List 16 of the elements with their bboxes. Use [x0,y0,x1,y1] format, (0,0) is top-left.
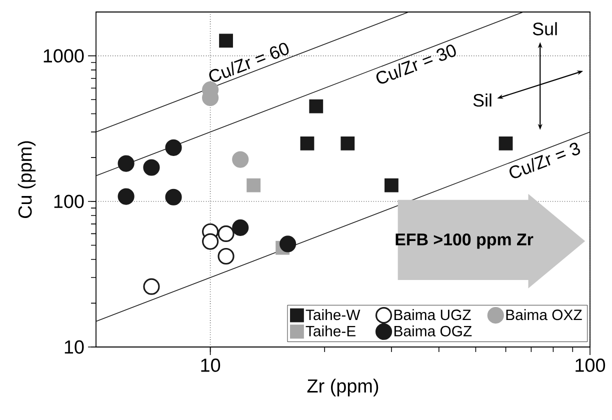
y-tick-label: 100 [54,194,84,208]
y-axis-title: Cu (ppm) [18,141,36,218]
y-tick-label: 1000 [44,49,84,63]
legend-label: Baima UGZ [394,309,471,320]
legend-label: Taihe-W [306,309,360,320]
text: Cu/Zr = 3 [510,142,580,178]
legend-label: Baima OXZ [506,309,582,320]
text: Cu/Zr = 30 [376,44,456,84]
legend-label: Baima OGZ [394,325,472,336]
text: Cu/Zr = 60 [209,42,289,82]
y-tick-label: 10 [64,340,84,354]
annotation: EFB >100 ppm Zr [396,233,534,249]
annotation: Sul [532,22,557,36]
annotation: Sil [473,94,492,107]
x-axis-title: Zr (ppm) [307,378,378,396]
legend-label: Taihe-E [306,325,356,336]
